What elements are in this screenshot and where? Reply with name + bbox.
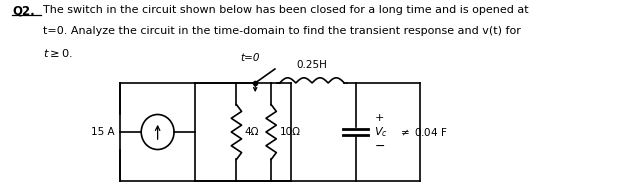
Text: t=0: t=0 <box>240 53 260 63</box>
Text: $\neq$ 0.04 F: $\neq$ 0.04 F <box>398 126 447 138</box>
Text: −: − <box>374 140 385 152</box>
Text: 4Ω: 4Ω <box>244 127 259 137</box>
Text: +: + <box>374 113 384 123</box>
Text: t=0. Analyze the circuit in the time-domain to find the transient response and v: t=0. Analyze the circuit in the time-dom… <box>43 26 521 36</box>
Text: $t\geq 0.$: $t\geq 0.$ <box>43 47 73 59</box>
Text: 15 A: 15 A <box>91 127 115 137</box>
Text: The switch in the circuit shown below has been closed for a long time and is ope: The switch in the circuit shown below ha… <box>43 5 529 15</box>
Text: 0.25H: 0.25H <box>297 60 328 70</box>
Text: $V_c$: $V_c$ <box>374 125 388 139</box>
Text: Q2.: Q2. <box>12 5 35 18</box>
Text: 10Ω: 10Ω <box>280 127 301 137</box>
